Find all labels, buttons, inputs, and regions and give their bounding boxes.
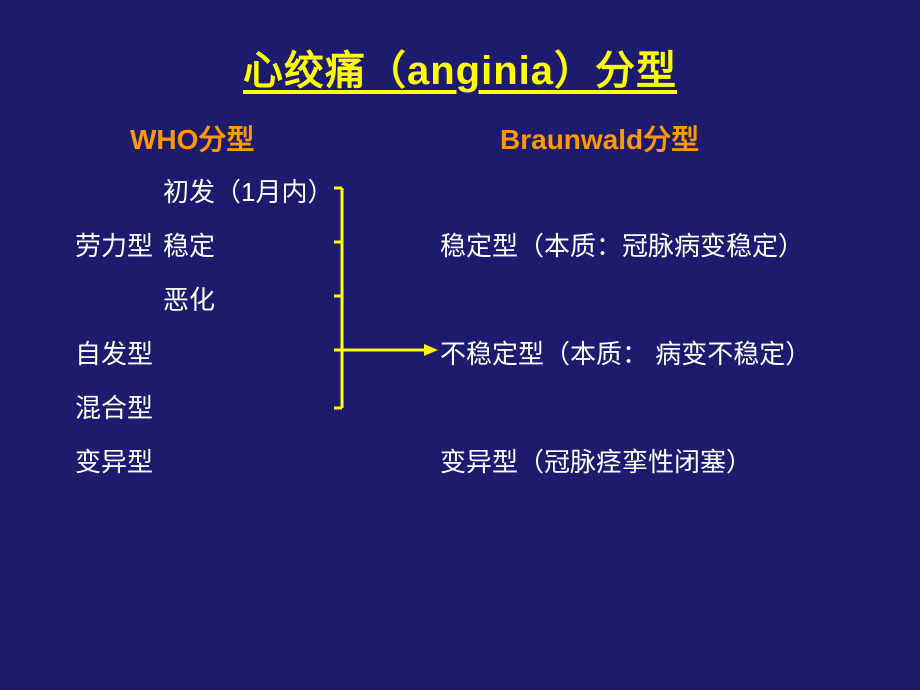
braunwald-item-stable: 稳定型（本质：冠脉病变稳定）: [440, 226, 804, 263]
who-item-variant: 变异型: [75, 442, 153, 479]
who-item-mixed: 混合型: [75, 388, 153, 425]
who-item-worsening: 恶化: [163, 280, 215, 317]
braunwald-item-unstable: 不稳定型（本质： 病变不稳定）: [440, 334, 811, 371]
who-item-spontaneous: 自发型: [75, 334, 153, 371]
who-item-stable: 稳定: [163, 226, 215, 263]
slide-title: 心绞痛（anginia）分型: [0, 38, 920, 96]
column-header-braunwald: Braunwald分型: [500, 118, 699, 158]
column-header-who: WHO分型: [130, 118, 254, 158]
who-item-initial: 初发（1月内）: [163, 172, 333, 209]
braunwald-item-variant: 变异型（冠脉痉挛性闭塞）: [440, 442, 752, 479]
slide: 心绞痛（anginia）分型 WHO分型 Braunwald分型 初发（1月内）…: [0, 0, 920, 690]
who-item-exertional: 劳力型: [75, 226, 153, 263]
bracket-diagram: [334, 170, 444, 430]
